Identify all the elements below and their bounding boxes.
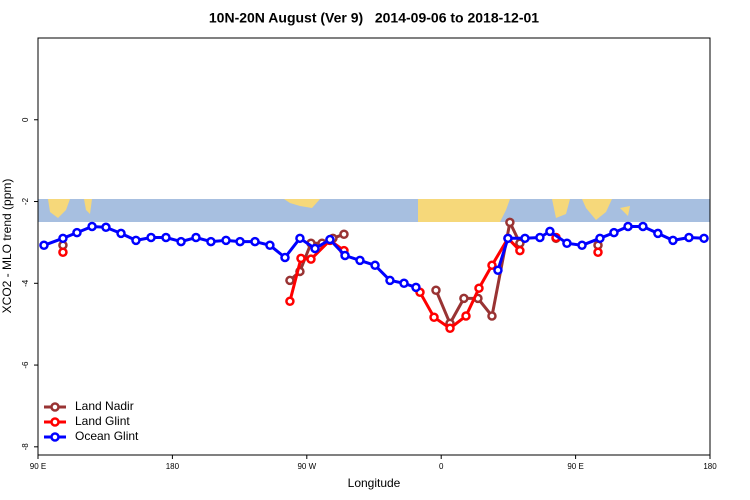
data-point [146,232,156,243]
data-point [285,296,295,307]
map-land [620,206,630,216]
data-point [340,250,350,261]
data-point [638,221,648,232]
data-point [487,311,497,321]
data-point [623,221,633,232]
map-land [284,199,320,208]
data-point [58,247,68,257]
data-point [285,275,295,286]
data-point [385,275,395,286]
x-axis-label: Longitude [348,476,401,490]
map-band [38,199,710,222]
data-point [339,229,349,239]
data-point [310,243,320,254]
data-point [487,260,497,271]
data-point [101,222,111,233]
data-point [306,254,316,264]
data-point [503,233,513,244]
series [58,217,601,327]
x-tick-label: 180 [703,462,717,471]
y-axis-label: XCO2 - MLO trend (ppm) [0,179,14,314]
data-point [250,236,260,247]
legend-marker [50,432,60,442]
series-line [43,224,705,289]
data-point [461,311,471,321]
map-land [418,199,510,222]
map-land [84,199,92,214]
legend-label: Ocean Glint [75,429,139,443]
map-land [582,199,612,220]
x-tick-label: 90 W [297,462,316,471]
data-point [473,293,483,304]
data-point [206,236,216,247]
data-point [191,232,201,243]
x-tick-label: 180 [166,462,180,471]
legend-marker [50,417,60,427]
data-point [520,233,530,244]
data-point [87,221,97,232]
x-tick-label: 90 E [30,462,46,471]
data-point [545,226,555,237]
legend-label: Land Nadir [75,399,134,413]
y-tick-label: 0 [21,117,30,122]
data-point [459,293,469,304]
data-point [684,232,694,243]
data-point [235,236,245,247]
map-land [552,199,570,218]
series [58,234,603,334]
data-point [699,233,709,244]
map-land [48,199,70,218]
data-point [176,236,186,247]
data-point [296,253,306,264]
series [39,221,709,293]
legend-label: Land Glint [75,414,130,428]
data-point [653,228,663,239]
y-tick-label: -2 [21,197,30,205]
chart-title: 10N-20N August (Ver 9) 2014-09-06 to 201… [209,10,539,26]
data-point [355,255,365,266]
data-point [72,227,82,238]
data-point [668,235,678,246]
data-point [116,228,126,239]
data-point [411,282,421,293]
data-point [505,217,515,228]
data-point [595,233,605,244]
x-tick-label: 0 [439,462,444,471]
y-tick-label: -6 [21,361,30,369]
data-point [577,240,587,251]
data-point [445,323,455,334]
data-point [431,285,441,295]
legend-marker [50,402,60,412]
series-line [290,238,598,328]
data-point [399,278,409,289]
y-tick-label: -8 [21,443,30,451]
data-point [562,238,572,248]
data-point [493,265,503,275]
y-tick-label: -4 [21,279,30,287]
data-point [58,233,68,244]
data-point [39,240,49,251]
data-point [280,252,290,263]
data-point [221,235,231,246]
x-tick-label: 90 E [567,462,583,471]
data-point [609,227,619,238]
plot-frame [37,37,711,456]
data-point [325,234,335,245]
data-point [265,240,275,251]
data-point [131,235,141,246]
data-point [295,233,305,244]
data-point [474,283,484,293]
data-point [161,232,171,243]
data-point [535,232,545,243]
map-ocean [38,199,710,222]
data-point [515,245,525,256]
data-point [593,247,603,257]
data-point [370,260,380,271]
data-point [429,312,439,322]
